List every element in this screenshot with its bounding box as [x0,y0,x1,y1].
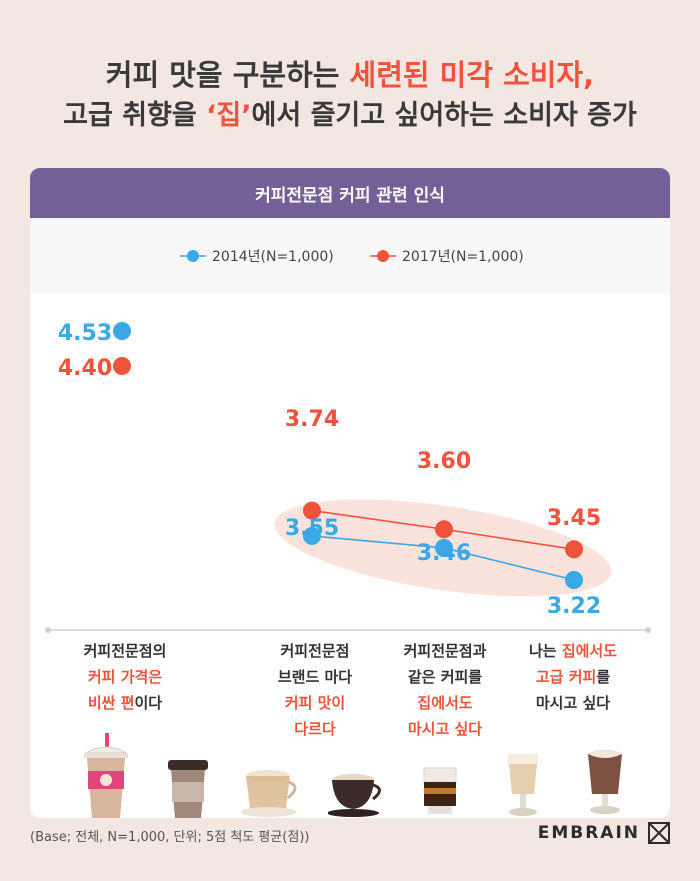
legend: 2014년(N=1,000) 2017년(N=1,000) [30,218,670,293]
category-4-line-3: 마시고 싶다 [498,690,648,716]
category-4-line-2: 고급 커피를 [498,664,648,690]
category-highlight-text: 고급 커피 [535,668,597,686]
category-3-line-3: 집에서도 [370,690,520,716]
takeaway-cup-icon [168,760,208,818]
line-chart: 4.53 4.40 3.74 3.55 3.60 3.46 3.45 3.22 [45,321,651,633]
x-axis-end-left [45,627,51,633]
latte-glass-icon [508,754,538,816]
category-text: 커피전문점의 [83,642,167,660]
point-2014-cat-2 [303,526,321,545]
category-2-line-1: 커피전문점 [240,638,390,664]
x-axis-end-right [645,627,651,633]
legend-marker-2014-icon [180,250,206,262]
category-3-line-4: 마시고 싶다 [370,716,520,742]
category-highlight-text: 비싼 편 [87,694,135,712]
category-highlight-text: 집에서도 [417,694,473,712]
point-2017-cat-1 [113,357,131,375]
category-highlight-text: 다르다 [294,720,336,738]
category-highlight-text: 집에서도 [561,642,618,660]
data-label-2014-cat-1: 4.53 [58,321,112,346]
data-label-2017-cat-2: 3.74 [285,407,339,432]
point-2017-cat-3 [435,520,453,539]
category-text: 나는 [528,642,562,660]
headline-line-1: 커피 맛을 구분하는 세련된 미각 소비자, [0,52,700,94]
point-2014-cat-4 [565,571,583,589]
category-text: 커피전문점과 [403,642,487,660]
frappe-cup-icon [84,733,128,818]
embrain-logo-icon [648,822,670,844]
legend-label-2014: 2014년(N=1,000) [212,249,334,265]
headline-line-1-accent: 세련된 미각 소비자, [349,58,595,92]
category-3-line-2: 같은 커피를 [370,664,520,690]
category-label-premium-home: 나는 집에서도 고급 커피를 마시고 싶다 [498,638,648,716]
legend-marker-2017-icon [370,250,396,262]
category-4-line-1: 나는 집에서도 [498,638,648,664]
mocha-glass-icon [588,750,622,814]
footnote: (Base; 전체, N=1,000, 단위; 5점 척도 평균(점)) [30,830,310,845]
category-highlight-text: 마시고 싶다 [407,720,483,738]
legend-label-2017: 2017년(N=1,000) [402,249,524,265]
category-text: 브랜드 마다 [277,668,353,686]
point-2017-cat-4 [565,540,583,559]
category-2-line-2: 브랜드 마다 [240,664,390,690]
category-text: 이다 [134,694,163,712]
data-label-2017-cat-3: 3.60 [417,449,471,474]
latte-cup-icon [242,770,297,817]
data-label-2017-cat-1: 4.40 [58,356,112,381]
brand-logo: EMBRAIN [538,822,670,844]
espresso-glass-icon [423,767,457,814]
data-label-2014-cat-4: 3.22 [547,594,601,619]
brand-name: EMBRAIN [537,823,640,843]
category-highlight-text: 커피 맛이 [284,694,346,712]
data-label-2014-cat-2: 3.55 [285,516,339,541]
category-3-line-1: 커피전문점과 [370,638,520,664]
legend-item-2017: 2017년(N=1,000) [370,246,524,266]
point-2014-cat-1 [113,322,131,340]
legend-item-2014: 2014년(N=1,000) [180,246,334,266]
category-1-line-1: 커피전문점의 [50,638,200,664]
category-1-line-2: 커피 가격은 [50,664,200,690]
category-2-line-3: 커피 맛이 [240,690,390,716]
headline-line-2-tail: 에서 즐기고 싶어하는 소비자 증가 [251,100,637,131]
data-label-2017-cat-4: 3.45 [547,506,601,531]
category-text: 마시고 싶다 [535,694,611,712]
headline-line-2-plain: 고급 취향을 [63,100,207,131]
chart-card: 커피전문점 커피 관련 인식 2014년(N=1,000) 2017년(N=1,… [30,168,670,818]
category-1-line-3: 비싼 편이다 [50,690,200,716]
category-text: 커피전문점 [280,642,350,660]
category-2-line-4: 다르다 [240,716,390,742]
category-text: 같은 커피를 [407,668,483,686]
category-text: 를 [596,668,611,686]
data-label-2014-cat-3: 3.46 [417,541,471,566]
cappuccino-cup-icon [328,774,381,817]
card-title: 커피전문점 커피 관련 인식 [30,168,670,218]
headline-line-2-accent: ‘집’ [206,100,252,131]
headline-line-2: 고급 취향을 ‘집’에서 즐기고 싶어하는 소비자 증가 [0,93,700,132]
headline-line-1-plain: 커피 맛을 구분하는 [105,58,350,92]
point-2014-cat-3 [435,538,453,557]
point-2017-cat-2 [303,501,321,520]
category-highlight-text: 커피 가격은 [87,668,163,686]
